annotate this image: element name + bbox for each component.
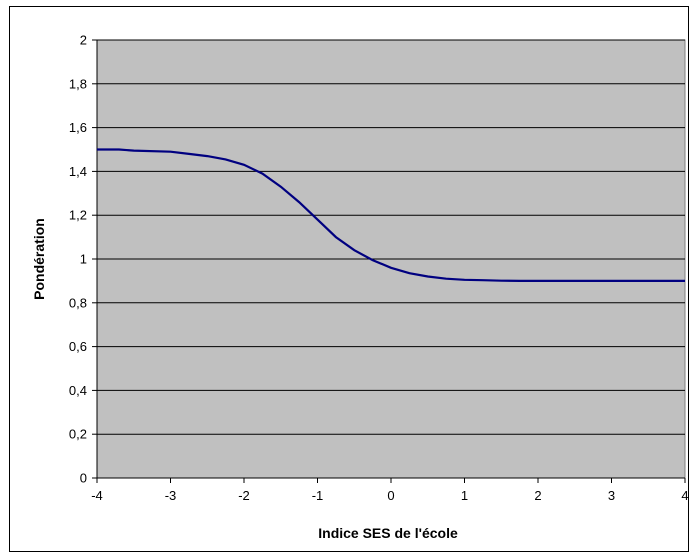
x-tick-label: 4 bbox=[681, 488, 688, 503]
x-tick-label: 2 bbox=[534, 488, 541, 503]
y-tick-label: 1 bbox=[80, 252, 87, 267]
x-tick-label: -4 bbox=[91, 488, 103, 503]
y-tick-label: 0,8 bbox=[69, 295, 87, 310]
x-tick-label: 1 bbox=[461, 488, 468, 503]
y-tick-label: 0,2 bbox=[69, 427, 87, 442]
series-line bbox=[97, 148, 685, 282]
x-tick-label: 3 bbox=[608, 488, 615, 503]
y-tick-label: 0,6 bbox=[69, 339, 87, 354]
x-tick-label: -1 bbox=[312, 488, 324, 503]
x-tick-label: -3 bbox=[165, 488, 177, 503]
x-axis-title: Indice SES de l'école bbox=[318, 525, 458, 541]
y-tick-label: 1,6 bbox=[69, 120, 87, 135]
y-tick-labels: 0 0,2 0,4 0,6 0,8 1 1,2 1,4 1,6 1,8 2 bbox=[69, 33, 87, 486]
y-tick-label: 0,4 bbox=[69, 383, 87, 398]
y-tick-label: 1,2 bbox=[69, 208, 87, 223]
gridlines bbox=[92, 39, 685, 479]
y-tick-label: 2 bbox=[80, 33, 87, 48]
x-tick-label: -2 bbox=[238, 488, 250, 503]
axes bbox=[96, 40, 686, 483]
y-tick-label: 0 bbox=[80, 471, 87, 486]
y-axis-title: Pondération bbox=[31, 218, 47, 300]
y-tick-label: 1,8 bbox=[69, 76, 87, 91]
x-tick-label: 0 bbox=[387, 488, 394, 503]
x-tick-labels: -4 -3 -2 -1 0 1 2 3 4 bbox=[91, 488, 688, 503]
y-tick-label: 1,4 bbox=[69, 164, 87, 179]
